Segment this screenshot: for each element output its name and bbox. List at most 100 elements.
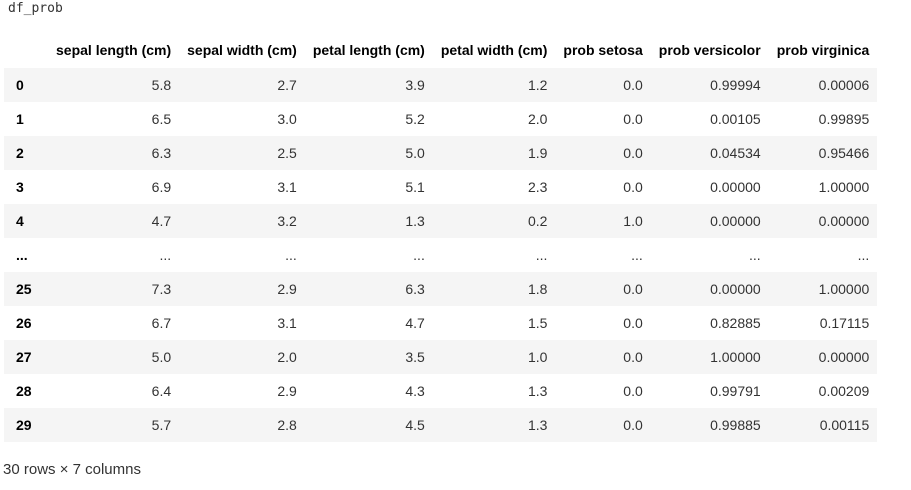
table-cell: 1.0 — [527, 349, 548, 365]
table-cell: 1.3 — [405, 213, 425, 229]
table-cell: 0.99885 — [710, 417, 761, 433]
row-index: 29 — [16, 417, 32, 433]
table-cell: 1.5 — [527, 315, 548, 331]
table-cell: ... — [749, 247, 761, 263]
table-cell: 1.8 — [527, 281, 548, 297]
table-cell: 5.1 — [405, 179, 425, 195]
table-cell: 0.82885 — [710, 315, 761, 331]
table-cell: 0.00115 — [819, 417, 870, 433]
column-header: prob virginica — [768, 33, 878, 68]
table-cell: 0.0 — [623, 383, 643, 399]
column-header: sepal width (cm) — [179, 33, 305, 68]
table-cell: ... — [631, 247, 643, 263]
table-cell: 3.9 — [405, 77, 425, 93]
index-header — [4, 33, 48, 68]
table-cell: 1.2 — [527, 77, 548, 93]
table-cell: 0.00000 — [710, 179, 761, 195]
table-cell: 0.99791 — [710, 383, 761, 399]
table-cell: 2.5 — [277, 145, 297, 161]
table-cell: 5.7 — [151, 417, 172, 433]
table-cell: 1.00000 — [710, 349, 761, 365]
table-cell: 0.00000 — [710, 213, 761, 229]
table-cell: 2.8 — [277, 417, 297, 433]
table-cell: 6.3 — [405, 281, 425, 297]
column-header: petal width (cm) — [432, 33, 556, 68]
table-cell: 0.0 — [623, 417, 643, 433]
table-cell: 0.2 — [527, 213, 548, 229]
cell-code: df_prob — [8, 1, 63, 16]
table-row: 26 6.7 3.1 4.7 1.5 0.0 0.82885 0.17115 — [4, 306, 878, 340]
table-cell: 0.00209 — [818, 383, 870, 399]
table-cell: 0.0 — [623, 281, 643, 297]
table-cell: 2.9 — [277, 383, 297, 399]
header-row: sepal length (cm) sepal width (cm) petal… — [4, 33, 878, 68]
table-cell: 5.0 — [151, 349, 172, 365]
table-cell: 3.5 — [405, 349, 425, 365]
row-index: 2 — [16, 145, 24, 161]
table-cell: 3.0 — [277, 111, 297, 127]
table-row: 28 6.4 2.9 4.3 1.3 0.0 0.99791 0.00209 — [4, 374, 878, 408]
table-cell: 6.4 — [151, 383, 172, 399]
table-cell: 0.00000 — [710, 281, 761, 297]
row-index: ... — [16, 247, 28, 263]
table-cell: ... — [535, 247, 548, 263]
table-cell: 0.0 — [623, 349, 643, 365]
table-cell: 4.3 — [405, 383, 425, 399]
table-cell: ... — [413, 247, 425, 263]
column-header: prob versicolor — [650, 33, 769, 68]
table-cell: 0.0 — [623, 179, 643, 195]
table-cell: 0.0 — [623, 77, 643, 93]
table-cell: 3.1 — [277, 179, 297, 195]
table-body: 0 5.8 2.7 3.9 1.2 0.0 0.99994 0.00006 1 6.5 3.0 5.2… — [4, 67, 878, 442]
table-cell: 6.3 — [151, 145, 172, 161]
table-row: 2 6.3 2.5 5.0 1.9 0.0 0.04534 0.95466 — [4, 136, 878, 170]
table-cell: 3.1 — [277, 315, 297, 331]
table-cell: 0.95466 — [818, 145, 870, 161]
table-cell: 5.8 — [151, 77, 172, 93]
table-cell: 0.00006 — [818, 77, 870, 93]
table-cell: 3.2 — [277, 213, 297, 229]
table-cell: 6.5 — [151, 111, 172, 127]
table-row: 27 5.0 2.0 3.5 1.0 0.0 1.00000 0.00000 — [4, 340, 878, 374]
table-cell: 0.00000 — [818, 213, 870, 229]
row-index: 28 — [16, 383, 32, 399]
row-index: 0 — [16, 77, 24, 93]
table-cell: 5.0 — [405, 145, 425, 161]
table-cell: 0.00105 — [710, 111, 761, 127]
table-cell: 7.3 — [151, 281, 172, 297]
table-cell: 1.9 — [527, 145, 548, 161]
table-cell: 1.3 — [527, 417, 548, 433]
table-cell: 5.2 — [405, 111, 425, 127]
table-cell: 0.99895 — [818, 111, 870, 127]
table-cell: 0.04534 — [710, 145, 761, 161]
table-cell: 4.7 — [405, 315, 425, 331]
row-index: 26 — [16, 315, 32, 331]
table-cell: ... — [285, 247, 297, 263]
column-header: sepal length (cm) — [48, 33, 180, 68]
table-cell: 0.0 — [623, 111, 643, 127]
row-index: 25 — [16, 281, 32, 297]
row-index: 3 — [16, 179, 24, 195]
table-row: ........................ — [4, 238, 878, 272]
table-cell: ... — [159, 247, 172, 263]
table-row: 25 7.3 2.9 6.3 1.8 0.0 0.00000 1.00000 — [4, 272, 878, 306]
table-cell: 0.17115 — [819, 315, 870, 331]
table-cell: 2.9 — [277, 281, 297, 297]
table-cell: 1.0 — [623, 213, 643, 229]
table-cell: 2.3 — [527, 179, 548, 195]
dataframe-table: sepal length (cm) sepal width (cm) petal… — [4, 33, 878, 442]
table-cell: ... — [857, 247, 870, 263]
table-cell: 4.5 — [405, 417, 425, 433]
table-cell: 0.0 — [623, 145, 643, 161]
table-cell: 2.7 — [277, 77, 297, 93]
table-cell: 2.0 — [277, 349, 297, 365]
table-shape-summary: 30 rows × 7 columns — [3, 461, 141, 478]
table-row: 29 5.7 2.8 4.5 1.3 0.0 0.99885 0.00115 — [4, 408, 878, 442]
row-index: 27 — [16, 349, 32, 365]
table-cell: 4.7 — [151, 213, 172, 229]
table-cell: 1.3 — [527, 383, 548, 399]
table-cell: 1.00000 — [818, 179, 870, 195]
table-row: 0 5.8 2.7 3.9 1.2 0.0 0.99994 0.00006 — [4, 67, 878, 102]
table-cell: 2.0 — [527, 111, 548, 127]
table-cell: 6.9 — [151, 179, 172, 195]
